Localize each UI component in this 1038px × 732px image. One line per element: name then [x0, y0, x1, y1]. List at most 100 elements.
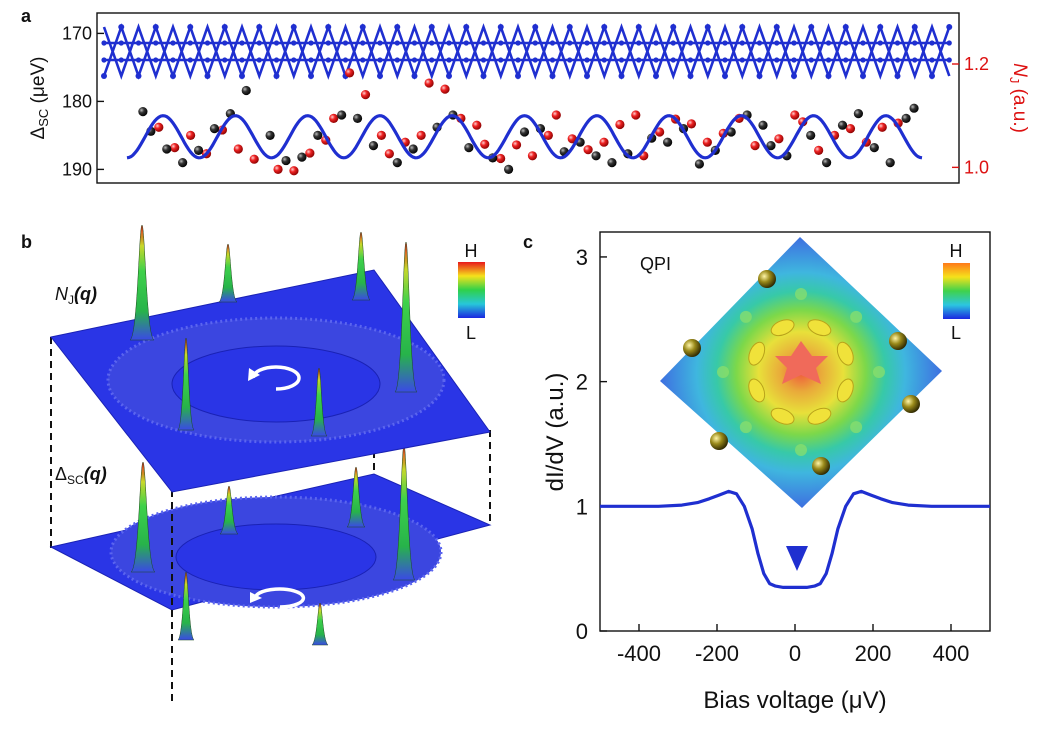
right-axis-label: NJ (a.u.)	[1007, 63, 1030, 133]
delta-sc-point	[591, 151, 601, 161]
lattice-site	[670, 57, 676, 63]
lattice-site	[549, 73, 556, 79]
qpi-petal	[748, 341, 766, 366]
delta-sc-label-q: (q)	[84, 464, 107, 484]
nj-point	[273, 164, 283, 174]
lattice-site	[221, 24, 228, 30]
lattice-site	[480, 57, 487, 63]
lattice-site	[153, 40, 159, 46]
right-axis-label-main: N	[1009, 63, 1030, 77]
right-axis-label-unit: (a.u.)	[1009, 83, 1030, 133]
lattice-site	[411, 40, 418, 46]
delta-sc-point	[806, 130, 816, 140]
nj-point	[750, 141, 760, 151]
qpi-petal	[748, 378, 766, 403]
lattice-site	[705, 40, 711, 46]
lattice-site	[773, 24, 780, 30]
lattice-site	[204, 73, 211, 79]
fit-curve	[126, 114, 923, 160]
qpi-glow	[795, 444, 807, 456]
lattice-site	[411, 73, 418, 79]
nj-peaks	[129, 224, 418, 437]
lattice-site	[498, 57, 504, 63]
lattice-site	[394, 57, 400, 63]
qpi-inset	[660, 237, 942, 508]
qpi-ball	[758, 270, 776, 288]
lattice-site	[722, 73, 728, 79]
nj-point	[376, 130, 386, 140]
lattice-site	[808, 40, 814, 46]
qpi-petals	[717, 288, 885, 456]
lattice-site	[808, 24, 815, 30]
lattice-site	[705, 57, 711, 63]
nj-point	[527, 151, 538, 161]
kagome-lattice	[101, 23, 953, 80]
nj-point	[814, 145, 824, 155]
panel-c-axes: -400 -200 0 200 400 0 1 2 3	[576, 245, 970, 666]
nj-point	[249, 154, 259, 164]
nj-point	[615, 119, 625, 130]
lattice-site	[946, 40, 952, 46]
x-tick-label: 0	[789, 641, 801, 666]
nj-point	[583, 145, 593, 155]
panel-b: b NJ(q) ΔSC(q)	[21, 224, 492, 705]
delta-sc-label-main: Δ	[55, 464, 67, 484]
lattice-site	[204, 40, 211, 46]
qpi-ball	[889, 332, 907, 350]
lattice-site	[515, 73, 521, 79]
nj-label-q: (q)	[74, 284, 97, 304]
nj-point	[360, 90, 371, 100]
lattice-site	[135, 73, 142, 79]
lattice-site	[118, 24, 125, 30]
lattice-site	[566, 24, 573, 30]
qpi-petal	[770, 319, 795, 337]
nj-point	[480, 139, 490, 149]
spectral-peak	[311, 602, 329, 646]
delta-sc-point	[869, 143, 879, 153]
nj-point	[440, 84, 450, 94]
nj-point	[233, 144, 243, 154]
nj-label-sub: J	[68, 293, 74, 307]
lattice-site	[153, 57, 159, 63]
lattice-site	[342, 57, 349, 63]
lattice-site	[256, 24, 263, 30]
lattice-site	[446, 73, 452, 79]
delta-sc-label-sub: SC	[67, 473, 84, 487]
lattice-site	[394, 24, 401, 30]
delta-sc-point	[766, 141, 776, 151]
qpi-glow	[717, 366, 729, 378]
qpi-glow	[873, 366, 885, 378]
spectral-peak	[310, 367, 328, 437]
colorbar-c	[943, 263, 970, 319]
lattice-site	[774, 40, 780, 46]
lattice-site	[463, 57, 469, 63]
lattice-site	[808, 57, 814, 63]
lattice-site	[636, 57, 642, 63]
colorbar-b	[458, 262, 485, 318]
lattice-site	[584, 73, 590, 79]
tick-label-left: 170	[62, 23, 92, 43]
lattice-site	[877, 57, 883, 63]
y-tick-label: 1	[576, 494, 588, 519]
delta-sc-point	[265, 130, 275, 140]
delta-sc-point	[281, 155, 291, 166]
colorbar-b-low: L	[466, 323, 476, 343]
left-axis-label-unit: (μeV)	[28, 57, 49, 109]
lattice-site	[497, 24, 504, 30]
lattice-site	[739, 40, 745, 46]
delta-sc-point	[901, 113, 911, 123]
qpi-ball	[902, 395, 920, 413]
lattice-site	[187, 40, 193, 46]
spectral-peak	[218, 243, 238, 303]
lattice-site	[756, 57, 763, 63]
delta-sc-point	[392, 158, 402, 168]
left-axis-label-main: Δ	[28, 126, 49, 139]
lattice-site	[687, 40, 694, 46]
x-axis-label: Bias voltage (μV)	[703, 687, 886, 714]
lattice-site	[584, 57, 590, 63]
lattice-site	[635, 24, 642, 30]
delta-sc-point	[368, 141, 379, 151]
lattice-site	[273, 73, 280, 79]
qpi-ball	[710, 432, 728, 450]
lattice-site	[239, 57, 245, 63]
